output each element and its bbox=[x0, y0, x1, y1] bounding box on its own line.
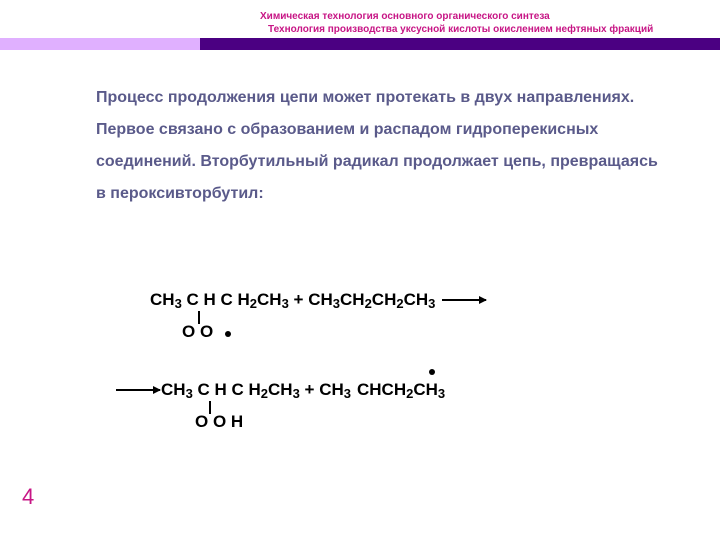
header-line2: Технология производства уксусной кислоты… bbox=[260, 23, 700, 36]
header-line1: Химическая технология основного органиче… bbox=[260, 10, 700, 23]
chem-equation-2: CH3 C H C H2CH3 + CH3 CHCH2CH3 O O H bbox=[115, 380, 445, 400]
header-bar-main bbox=[200, 38, 720, 50]
body-paragraph: Процесс продолжения цепи может протекать… bbox=[96, 82, 660, 210]
header-bar-accent bbox=[0, 38, 200, 50]
page-number: 4 bbox=[22, 484, 34, 510]
chem-formula-2-right: CHCH2CH3 bbox=[357, 380, 445, 400]
chem-formula-2-left: CH3 C H C H2CH3 + CH3 bbox=[161, 380, 351, 400]
chem-line-1: CH3 C H C H2CH3 + CH3CH2CH2CH3 bbox=[150, 290, 487, 310]
chem-sub-2: O O H bbox=[195, 412, 243, 432]
chem-sub-1: O O bbox=[182, 322, 213, 342]
chem-equation-1: CH3 C H C H2CH3 + CH3CH2CH2CH3 O O bbox=[150, 290, 487, 310]
radical-dot-1 bbox=[225, 331, 231, 337]
chem-line-2: CH3 C H C H2CH3 + CH3 CHCH2CH3 bbox=[115, 380, 445, 400]
header-bar bbox=[0, 38, 720, 50]
slide-header: Химическая технология основного органиче… bbox=[260, 10, 700, 36]
arrow-right-2 bbox=[116, 389, 160, 391]
arrow-right-1 bbox=[442, 299, 486, 301]
chem-formula-1: CH3 C H C H2CH3 + CH3CH2CH2CH3 bbox=[150, 290, 435, 310]
radical-dot-2 bbox=[429, 369, 435, 375]
